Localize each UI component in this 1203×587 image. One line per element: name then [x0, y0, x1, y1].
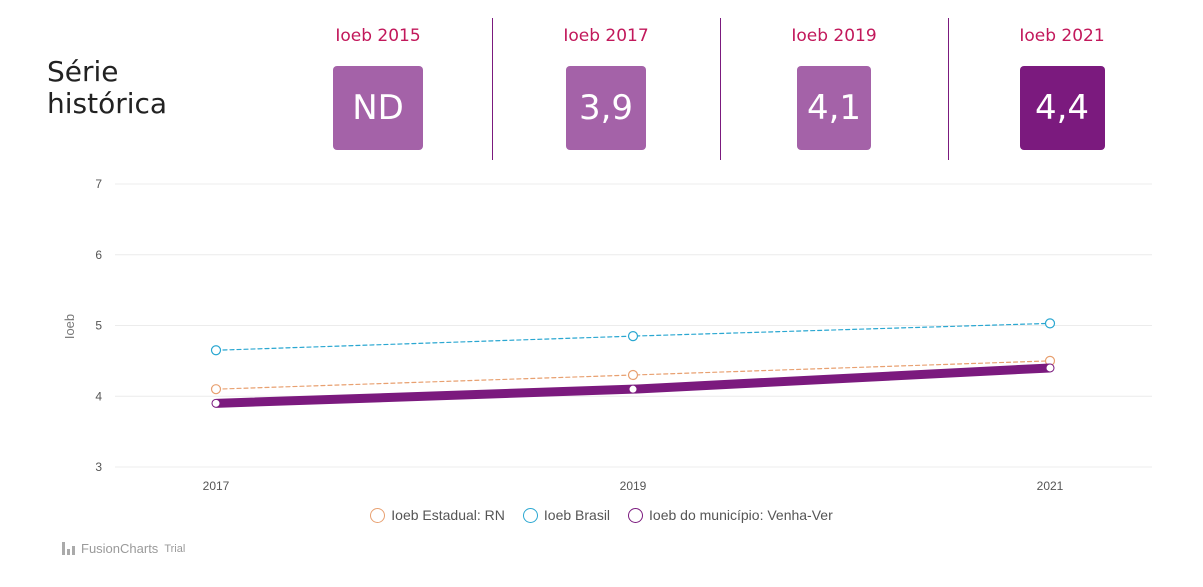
legend-item-brasil[interactable]: Ioeb Brasil: [522, 507, 611, 523]
data-point: [1046, 364, 1054, 372]
title-line-2: histórica: [47, 87, 168, 120]
y-axis-label: Ioeb: [62, 314, 77, 339]
divider: [492, 18, 493, 160]
legend-marker: [628, 507, 644, 523]
card-label: Ioeb 2021: [1019, 26, 1105, 46]
x-tick-label: 2019: [620, 479, 647, 493]
card-label: Ioeb 2017: [563, 26, 649, 46]
watermark-trial: Trial: [164, 542, 186, 555]
card-label: Ioeb 2019: [791, 26, 877, 46]
card-value-box: 3,9: [566, 66, 646, 150]
legend-item-municipio[interactable]: Ioeb do município: Venha-Ver: [628, 507, 833, 523]
data-point: [629, 385, 637, 393]
divider: [948, 18, 949, 160]
y-tick-label: 3: [95, 460, 102, 474]
card-value: 4,4: [1034, 88, 1090, 128]
data-point: [210, 345, 222, 356]
card-ioeb-2017: Ioeb 2017 3,9: [560, 18, 652, 160]
legend-label: Ioeb Estadual: RN: [391, 507, 505, 523]
line-chart: 3 4 5 6 7 Ioeb 2017 2019 2021: [62, 177, 1152, 493]
data-point: [627, 331, 639, 342]
legend-label: Ioeb Brasil: [543, 507, 611, 523]
card-ioeb-2019: Ioeb 2019 4,1: [788, 18, 880, 160]
legend-marker: [370, 507, 386, 523]
y-tick-label: 4: [95, 389, 102, 403]
card-label: Ioeb 2015: [335, 26, 421, 46]
card-value-box: ND: [333, 66, 423, 150]
x-tick-label: 2017: [203, 479, 230, 493]
data-point: [212, 399, 220, 407]
x-tick-label: 2021: [1037, 479, 1064, 493]
y-tick-label: 7: [95, 177, 102, 191]
page-title: Série histórica: [47, 56, 167, 120]
card-value: ND: [352, 88, 404, 128]
y-tick-label: 6: [95, 248, 102, 262]
card-value: 4,1: [806, 88, 862, 128]
title-line-1: Série: [47, 55, 119, 88]
fusioncharts-logo-icon: [62, 542, 75, 555]
y-tick-label: 5: [95, 319, 102, 333]
card-ioeb-2021: Ioeb 2021 4,4: [1012, 18, 1112, 160]
legend-label: Ioeb do município: Venha-Ver: [649, 507, 833, 523]
card-value-box: 4,4: [1019, 66, 1105, 150]
card-ioeb-2015: Ioeb 2015 ND: [330, 18, 426, 160]
divider: [720, 18, 721, 160]
data-point: [1044, 318, 1056, 329]
watermark-brand: FusionCharts: [81, 541, 159, 556]
card-value-box: 4,1: [797, 66, 871, 150]
data-point: [210, 384, 222, 395]
legend-item-estadual[interactable]: Ioeb Estadual: RN: [370, 507, 505, 523]
card-value: 3,9: [578, 88, 634, 128]
chart-legend: Ioeb Estadual: RN Ioeb Brasil Ioeb do mu…: [0, 507, 1203, 523]
fusioncharts-watermark[interactable]: FusionCharts Trial: [62, 541, 185, 556]
legend-marker: [522, 507, 538, 523]
data-point: [627, 369, 639, 381]
